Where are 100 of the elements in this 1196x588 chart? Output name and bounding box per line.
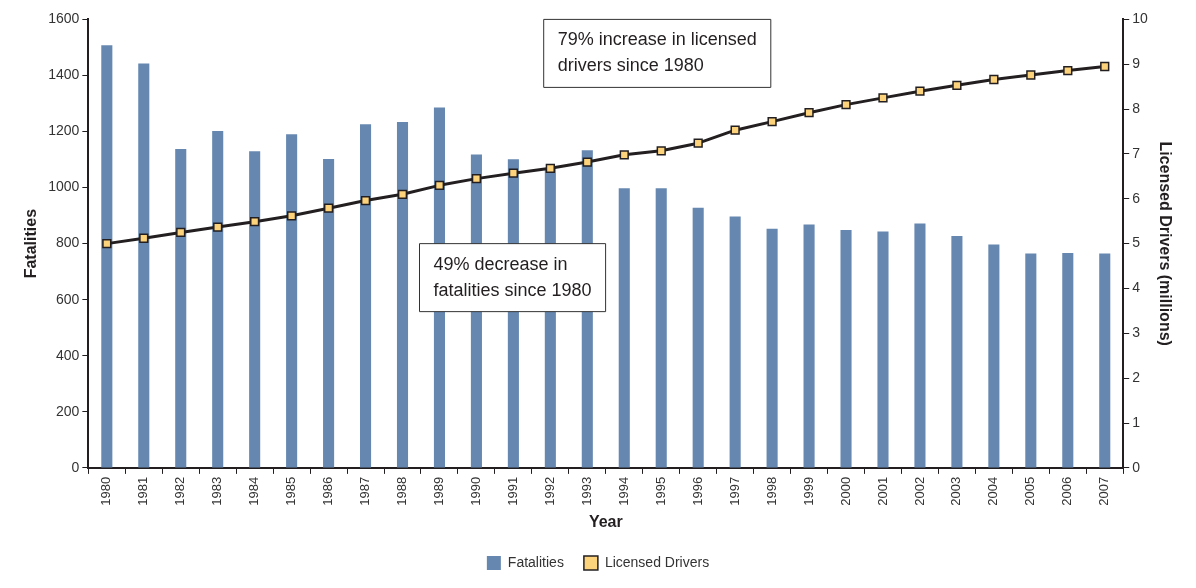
y2-tick-label: 2 xyxy=(1132,369,1141,386)
legend-label: Fatalities xyxy=(507,553,564,570)
x-tick-label: 2002 xyxy=(911,476,927,506)
point xyxy=(952,80,962,90)
bar xyxy=(803,224,815,468)
bar xyxy=(101,45,113,468)
x-tick-label: 2004 xyxy=(985,476,1001,506)
bar xyxy=(692,207,704,468)
point xyxy=(471,173,482,184)
y-tick-label: 400 xyxy=(55,346,80,363)
point xyxy=(656,146,666,156)
x-tick-label: 1995 xyxy=(652,476,668,506)
bar xyxy=(360,124,372,468)
y2-tick-label: 4 xyxy=(1132,279,1141,296)
bar xyxy=(655,188,667,468)
bar xyxy=(914,223,926,468)
annotation: 49% decrease in fatalities since 1980 xyxy=(433,253,592,300)
y-tick-label: 0 xyxy=(71,458,80,475)
bar xyxy=(840,229,852,468)
bar xyxy=(729,216,741,468)
x-tick-label: 1989 xyxy=(431,476,447,506)
bar xyxy=(138,63,150,468)
x-tick-label: 1980 xyxy=(98,476,114,506)
bar xyxy=(175,148,187,468)
x-tick-label: 2006 xyxy=(1059,476,1075,506)
point xyxy=(508,168,519,178)
x-tick-label: 1997 xyxy=(726,476,742,506)
y-axis-title: Fatalities xyxy=(22,208,40,279)
point xyxy=(841,99,851,110)
bar xyxy=(618,188,630,468)
x-tick-label: 1993 xyxy=(578,476,594,506)
x-tick-label: 1988 xyxy=(394,476,410,506)
x-tick-label: 1999 xyxy=(800,476,816,506)
point xyxy=(1063,65,1073,76)
x-tick-label: 1998 xyxy=(763,476,779,506)
y2-tick-label: 8 xyxy=(1132,99,1141,116)
annotation: 79% increase in licensed drivers since 1980 xyxy=(557,29,757,76)
y-tick-label: 1600 xyxy=(48,10,80,27)
point xyxy=(582,157,592,167)
bar xyxy=(1099,253,1111,468)
point xyxy=(176,227,186,238)
x-tick-label: 1987 xyxy=(357,476,373,506)
bar xyxy=(249,151,261,468)
bar xyxy=(1062,252,1074,468)
point xyxy=(102,239,112,249)
y2-tick-label: 5 xyxy=(1132,234,1141,251)
point xyxy=(804,108,814,118)
bar xyxy=(1025,253,1037,468)
x-tick-label: 2003 xyxy=(948,476,964,506)
bar xyxy=(396,121,409,468)
point xyxy=(250,217,260,227)
x-tick-label: 2005 xyxy=(1022,476,1038,506)
y2-tick-label: 1 xyxy=(1132,413,1141,430)
x-tick-label: 1981 xyxy=(135,476,151,506)
point xyxy=(730,125,740,135)
point xyxy=(1026,70,1036,80)
y-tick-label: 200 xyxy=(55,402,80,419)
x-tick-label: 1996 xyxy=(689,476,705,506)
point xyxy=(693,138,703,148)
bar xyxy=(286,134,298,468)
x-tick-label: 1982 xyxy=(172,476,188,506)
point xyxy=(545,163,555,173)
x-tick-label: 1990 xyxy=(468,476,483,506)
bar xyxy=(951,236,963,468)
y-tick-label: 1000 xyxy=(48,178,80,195)
x-tick-label: 1984 xyxy=(246,476,262,506)
y-tick-label: 600 xyxy=(55,290,80,307)
point xyxy=(1100,61,1110,72)
point xyxy=(767,117,777,127)
bar xyxy=(212,130,224,468)
point xyxy=(434,180,445,190)
y-tick-label: 1200 xyxy=(48,122,80,139)
y2-axis-title: Licensed Drivers (millions) xyxy=(1156,141,1174,346)
bar xyxy=(988,244,1000,468)
point xyxy=(619,150,629,160)
point xyxy=(213,222,223,232)
y-tick-label: 800 xyxy=(55,234,80,251)
x-tick-label: 2007 xyxy=(1096,476,1112,506)
x-tick-label: 1983 xyxy=(209,476,225,506)
point xyxy=(360,195,371,206)
x-tick-label: 1986 xyxy=(320,476,336,506)
x-tick-label: 1994 xyxy=(615,476,631,506)
bar xyxy=(766,228,778,468)
point xyxy=(286,211,297,221)
legend-label: Licensed Drivers xyxy=(604,553,710,570)
x-tick-label: 2001 xyxy=(874,476,890,506)
x-axis-title: Year xyxy=(588,512,623,530)
y2-tick-label: 3 xyxy=(1132,324,1141,341)
y-tick-label: 1400 xyxy=(48,66,80,83)
bar xyxy=(323,158,335,468)
y2-tick-label: 6 xyxy=(1132,189,1141,206)
point xyxy=(139,233,149,243)
x-tick-label: 2000 xyxy=(837,476,853,506)
y2-tick-label: 10 xyxy=(1132,10,1149,27)
bar xyxy=(877,231,889,468)
point xyxy=(323,203,334,213)
x-tick-label: 1991 xyxy=(504,476,520,506)
y2-tick-label: 0 xyxy=(1132,458,1141,475)
y2-tick-label: 9 xyxy=(1132,55,1141,72)
y2-tick-label: 7 xyxy=(1132,144,1141,161)
